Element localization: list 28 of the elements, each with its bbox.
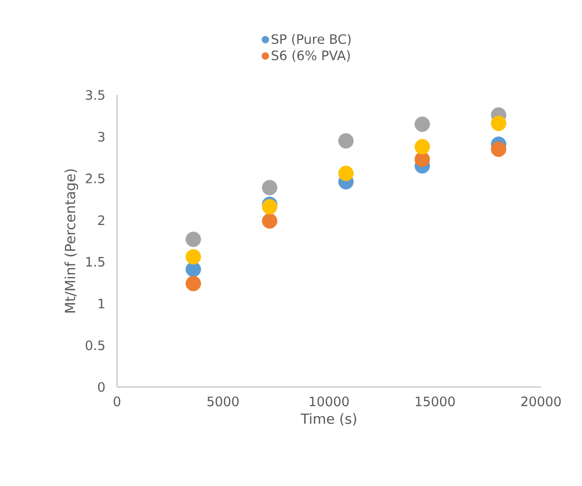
legend-label: SP (Pure BC) bbox=[272, 34, 351, 46]
point bbox=[186, 232, 202, 248]
x-tick-label: 5000 bbox=[208, 396, 239, 406]
y-tick-label: 0 bbox=[98, 382, 105, 392]
point bbox=[414, 116, 430, 132]
point bbox=[186, 276, 202, 292]
point bbox=[262, 180, 278, 196]
point bbox=[490, 116, 506, 132]
y-tick-label: 1.5 bbox=[86, 257, 104, 267]
point bbox=[414, 139, 430, 154]
x-tick-label: 10000 bbox=[310, 396, 349, 406]
point bbox=[338, 166, 354, 182]
point bbox=[490, 142, 506, 157]
y-tick-label: 3 bbox=[98, 132, 104, 142]
y-tick-label: 0.5 bbox=[86, 340, 104, 350]
y-tick-label: 2 bbox=[98, 215, 104, 225]
x-axis-title: Time (s) bbox=[300, 413, 356, 426]
x-tick-label: 20000 bbox=[521, 396, 561, 406]
y-tick-label: 2.5 bbox=[86, 174, 104, 184]
point bbox=[338, 133, 354, 149]
y-tick-label: 1 bbox=[98, 298, 104, 308]
point bbox=[262, 213, 278, 229]
point bbox=[186, 249, 202, 265]
x-tick-label: 15000 bbox=[416, 396, 455, 406]
y-tick-label: 3.5 bbox=[86, 90, 104, 100]
x-tick-label: 0 bbox=[114, 396, 120, 406]
legend-label: S6 (6% PVA) bbox=[272, 50, 350, 62]
y-axis-title: Mt/Minf (Percentage) bbox=[64, 169, 78, 312]
